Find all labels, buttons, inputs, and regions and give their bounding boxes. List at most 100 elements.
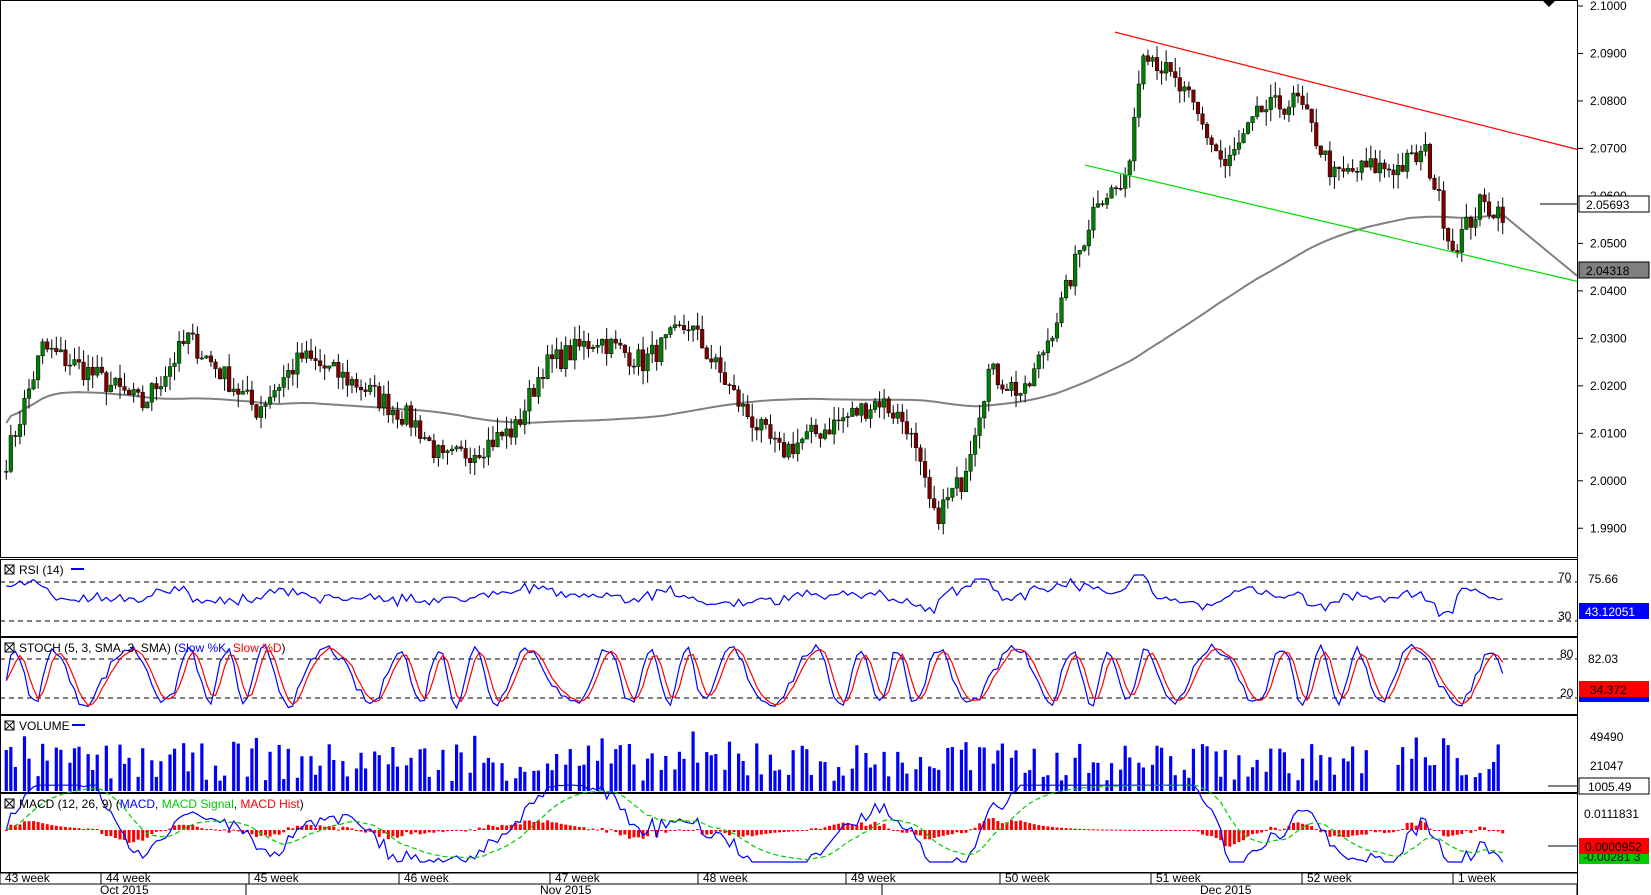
candle [8,424,13,474]
macd-hist-bar [1378,830,1382,832]
volume-bar [586,745,591,791]
macd-hist-bar [1219,830,1223,841]
volume-bar [1455,758,1459,791]
volume-bar [518,766,522,791]
macd-hist-bar [778,830,782,833]
volume-bar [1492,761,1496,791]
sma-price-label: 2.04318 [1586,264,1630,278]
volume-bar [213,765,218,791]
macd-hist-bar [618,830,622,836]
volume-bar [454,744,459,791]
candle [149,382,154,412]
candle [1405,149,1410,179]
rsi-line [6,574,1503,618]
candle [522,399,527,435]
volume-bar [245,776,249,791]
macd-hist-bar [955,830,959,833]
macd-hist-bar [996,821,1000,830]
candle [1341,156,1346,178]
volume-bar [918,757,923,791]
macd-hist-bar [1291,822,1295,830]
stoch-title: STOCH (5, 3, SMA, 3, SMA) (Slow %K, Slow… [19,641,286,655]
candle [31,371,36,391]
volume-bar [95,754,99,791]
volume-bar [1219,776,1223,791]
week-label: 43 week [5,871,51,885]
macd-hist-bar [418,830,422,835]
macd-hist-bar [136,830,140,840]
volume-bar [450,780,454,791]
candle [886,396,891,417]
macd-hist-bar [1137,829,1141,831]
volume-bar [1473,777,1478,791]
volume-bar [982,747,986,791]
candle [154,376,159,401]
legend-entry: ) [282,641,286,655]
macd-hist-bar [77,828,81,830]
candle [36,355,41,389]
candle [1086,219,1091,256]
volume-bar [582,764,586,791]
candle [486,427,491,466]
macd-hist-bar [823,827,827,830]
macd-hist-bar [1205,830,1209,836]
candle [245,375,250,395]
volume-bar [1282,752,1286,791]
candle [1200,106,1205,130]
candle [440,439,445,460]
candle [963,458,969,493]
volume-title: VOLUME [19,719,70,733]
candle [77,346,82,370]
macd-hist-bar [1483,827,1487,830]
volume-bar [1255,759,1259,791]
macd-hist-bar [1100,829,1104,831]
price-pane [0,0,1578,558]
macd-hist-bar [773,830,777,833]
candle [322,354,327,380]
candle [318,349,323,373]
candle [950,487,955,502]
macd-hist-bar [1492,830,1496,831]
candle [800,437,805,450]
volume-bar [223,775,227,791]
candle [891,405,896,424]
volume-bar [391,747,395,791]
volume-bar [459,752,463,791]
candle [345,359,350,397]
macd-hist-bar [1487,830,1491,832]
volume-bar [809,775,813,791]
volume-bar [1109,763,1114,791]
volume-bar [900,762,904,791]
candle [827,417,832,435]
macd-hist-bar [759,830,763,835]
macd-hist-bar [1369,830,1373,832]
macd-hist-bar [382,830,386,834]
macd-hist-bar [764,830,768,834]
macd-hist-bar [1282,828,1286,830]
macd-hist-bar [978,823,982,830]
macd-scale-label: 0.0111831 [1584,807,1639,821]
macd-hist-bar [914,830,918,835]
candle [218,366,223,380]
macd-hist-bar [718,830,722,832]
volume-bar [54,747,58,791]
candle [727,382,732,395]
macd-hist-bar [1260,830,1264,833]
macd-hist-bar [45,824,49,830]
candle [581,330,586,360]
candle [659,337,664,366]
month-label: Oct 2015 [100,883,149,895]
stoch-level-20-label: 20 [1560,686,1574,700]
price-tick-label: 2.0500 [1590,236,1627,250]
macd-hist-bar [1009,820,1013,830]
volume-bar [932,768,936,791]
volume-bar [1460,775,1464,791]
volume-bar [1173,775,1177,791]
volume-bar [232,741,236,791]
candle [1177,67,1182,103]
volume-bar [77,746,81,791]
macd-hist-bar [118,830,122,840]
volume-bar [568,749,572,791]
volume-bar [1428,765,1432,791]
volume-bar [1091,762,1095,791]
